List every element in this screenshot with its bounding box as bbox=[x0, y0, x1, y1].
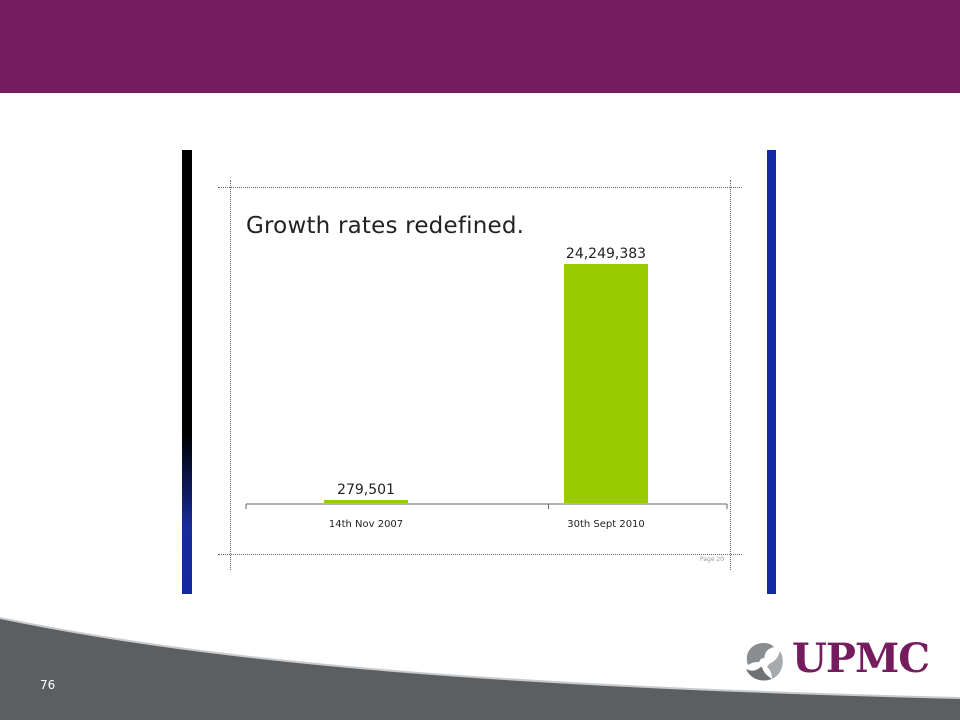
footer-wave bbox=[0, 617, 960, 720]
top-dotted-rule bbox=[218, 187, 742, 188]
logo-wordmark: UPMC bbox=[792, 635, 930, 682]
page-label: Page 20 bbox=[700, 556, 725, 563]
header-band bbox=[0, 0, 960, 93]
slide-number: 76 bbox=[40, 678, 56, 692]
left-dotted-rule bbox=[230, 180, 231, 570]
x-tick-label: 30th Sept 2010 bbox=[567, 519, 645, 530]
right-dotted-rule bbox=[730, 180, 731, 570]
bar-2 bbox=[564, 264, 648, 503]
left-accent-bar bbox=[182, 150, 192, 594]
bar-1 bbox=[324, 500, 408, 503]
bottom-dotted-rule bbox=[218, 554, 742, 555]
bar-chart: 279,501 14th Nov 2007 24,249,383 30th Sept … bbox=[245, 246, 728, 530]
bar-value-label: 24,249,383 bbox=[566, 246, 646, 262]
bar-value-label: 279,501 bbox=[337, 482, 395, 498]
right-accent-bar bbox=[767, 150, 776, 594]
upmc-logo: UPMC bbox=[740, 635, 940, 685]
upmc-emblem-icon bbox=[746, 643, 783, 681]
chart-title: Growth rates redefined. bbox=[246, 213, 525, 239]
slide-content-frame: Growth rates redefined. 279,501 14th Nov … bbox=[182, 150, 776, 594]
x-tick-label: 14th Nov 2007 bbox=[329, 519, 403, 530]
